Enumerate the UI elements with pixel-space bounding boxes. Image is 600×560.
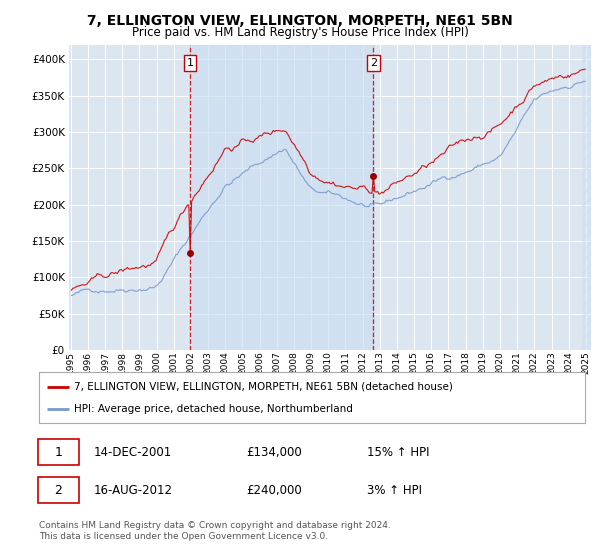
Text: Price paid vs. HM Land Registry's House Price Index (HPI): Price paid vs. HM Land Registry's House …: [131, 26, 469, 39]
Text: 15% ↑ HPI: 15% ↑ HPI: [367, 446, 429, 459]
FancyBboxPatch shape: [38, 477, 79, 503]
Text: £240,000: £240,000: [247, 484, 302, 497]
Text: 16-AUG-2012: 16-AUG-2012: [94, 484, 173, 497]
Text: 2: 2: [370, 58, 377, 68]
Text: £134,000: £134,000: [247, 446, 302, 459]
Text: This data is licensed under the Open Government Licence v3.0.: This data is licensed under the Open Gov…: [39, 532, 328, 541]
Text: 7, ELLINGTON VIEW, ELLINGTON, MORPETH, NE61 5BN: 7, ELLINGTON VIEW, ELLINGTON, MORPETH, N…: [87, 14, 513, 28]
Text: 2: 2: [54, 484, 62, 497]
Text: 7, ELLINGTON VIEW, ELLINGTON, MORPETH, NE61 5BN (detached house): 7, ELLINGTON VIEW, ELLINGTON, MORPETH, N…: [74, 381, 454, 391]
Text: 14-DEC-2001: 14-DEC-2001: [94, 446, 172, 459]
Text: 1: 1: [54, 446, 62, 459]
Bar: [190, 45, 373, 350]
Text: Contains HM Land Registry data © Crown copyright and database right 2024.: Contains HM Land Registry data © Crown c…: [39, 521, 391, 530]
Text: HPI: Average price, detached house, Northumberland: HPI: Average price, detached house, Nort…: [74, 404, 353, 414]
FancyBboxPatch shape: [38, 439, 79, 465]
Text: 1: 1: [187, 58, 194, 68]
Text: 3% ↑ HPI: 3% ↑ HPI: [367, 484, 422, 497]
Bar: [581, 45, 591, 350]
